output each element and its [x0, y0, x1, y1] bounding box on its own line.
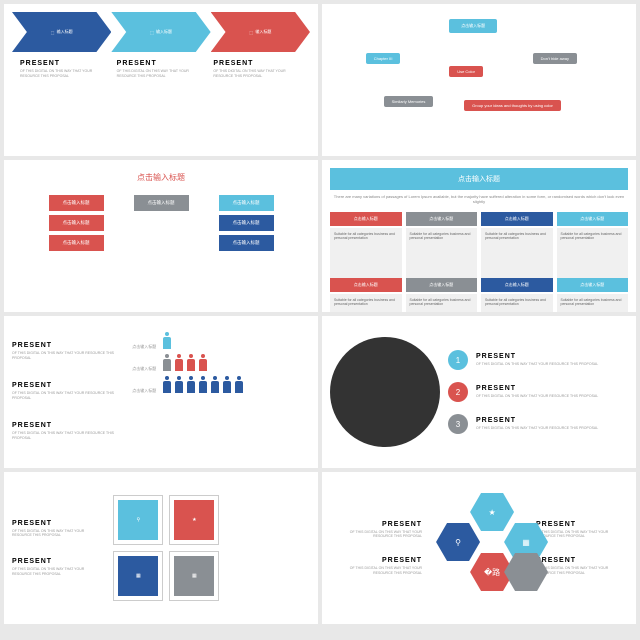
person-icon [186, 354, 196, 372]
org-box: 点击输入标题 [219, 215, 274, 231]
person-icon [186, 376, 196, 394]
org-box: 点击输入标题 [49, 215, 104, 231]
person-icon [198, 354, 208, 372]
col-header: 点击输入标题 [557, 212, 629, 226]
square-frame: ▦ [113, 551, 163, 601]
slide-squares: PRESENT OF THIS DIGITAL ON THIS WAY THAT… [4, 472, 318, 624]
org-box: 点击输入标题 [49, 195, 104, 211]
person-icon [222, 376, 232, 394]
col-header: 点击输入标题 [330, 212, 402, 226]
mindmap-node: Group your ideas and thoughts by using c… [464, 100, 561, 111]
org-title: 点击输入标题 [12, 172, 310, 183]
col-header: 点击输入标题 [406, 212, 478, 226]
number-badge: 2 [448, 382, 468, 402]
slide-mindmap: 点击输入标题 Chapter III Use Color Similarly Mem… [322, 4, 636, 156]
col-header: 点击输入标题 [481, 212, 553, 226]
people-row: 点击输入标题 [132, 354, 302, 372]
person-icon [198, 376, 208, 394]
slide-hexagons: PRESENTOF THIS DIGITAL ON THIS WAY THAT … [322, 472, 636, 624]
people-row: 点击输入标题 [132, 332, 302, 350]
org-box: 点击输入标题 [49, 235, 104, 251]
mindmap-node: Similarly Memories [384, 96, 434, 107]
person-icon [174, 354, 184, 372]
slide-arrows: ⬚ 输入标题⬚ 输入标题⬚ 输入标题 PRESENTOF THIS DIGITA… [4, 4, 318, 156]
person-icon [234, 376, 244, 394]
s4-header: 点击输入标题 [330, 168, 628, 190]
map-item: 1PRESENTOF THIS DIGITAL ON THIS WAY THAT… [448, 350, 628, 370]
people-row: 点击输入标题 [132, 376, 302, 394]
mindmap-node: Chapter III [366, 53, 401, 64]
mindmap-node: Use Color [449, 66, 483, 77]
person-icon [162, 376, 172, 394]
org-box: 点击输入标题 [134, 195, 189, 211]
square-frame: ★ [169, 495, 219, 545]
person-icon [174, 376, 184, 394]
hexagon: ★ [470, 493, 514, 531]
present-title: PRESENT [20, 60, 109, 67]
mindmap-center: 点击输入标题 [449, 19, 497, 33]
arrow-step: ⬚ 输入标题 [111, 12, 210, 52]
slide-table4: 点击输入标题 There are many variations of pass… [322, 160, 636, 312]
square-frame: ⚲ [113, 495, 163, 545]
hexagon: ⚲ [436, 523, 480, 561]
person-icon [162, 354, 172, 372]
org-box: 点击输入标题 [219, 195, 274, 211]
s4-subtitle: There are many variations of passages of… [330, 194, 628, 204]
square-icon: ▦ [174, 556, 214, 596]
present-title: PRESENT [117, 60, 206, 67]
present-title: PRESENT [12, 520, 101, 527]
square-icon: ⚲ [118, 500, 158, 540]
map-circle [330, 337, 440, 447]
number-badge: 3 [448, 414, 468, 434]
present-desc: OF THIS DIGITAL ON THIS WAY THAT YOUR RE… [12, 529, 101, 538]
map-item: 2PRESENTOF THIS DIGITAL ON THIS WAY THAT… [448, 382, 628, 402]
map-item: 3PRESENTOF THIS DIGITAL ON THIS WAY THAT… [448, 414, 628, 434]
square-frame: ▦ [169, 551, 219, 601]
org-box: 点击输入标题 [219, 235, 274, 251]
square-icon: ▦ [118, 556, 158, 596]
square-icon: ★ [174, 500, 214, 540]
person-icon [162, 332, 172, 350]
number-badge: 1 [448, 350, 468, 370]
slide-grid: ⬚ 输入标题⬚ 输入标题⬚ 输入标题 PRESENTOF THIS DIGITA… [0, 0, 640, 628]
slide-map: 1PRESENTOF THIS DIGITAL ON THIS WAY THAT… [322, 316, 636, 468]
person-icon [210, 376, 220, 394]
arrow-step: ⬚ 输入标题 [211, 12, 310, 52]
mindmap-node: Don't hide away [533, 53, 577, 64]
arrow-step: ⬚ 输入标题 [12, 12, 111, 52]
slide-orgchart: 点击输入标题 点击输入标题点击输入标题点击输入标题点击输入标题点击输入标题点击输… [4, 160, 318, 312]
present-title: PRESENT [213, 60, 302, 67]
slide-people: PRESENTOF THIS DIGITAL ON THIS WAY THAT … [4, 316, 318, 468]
